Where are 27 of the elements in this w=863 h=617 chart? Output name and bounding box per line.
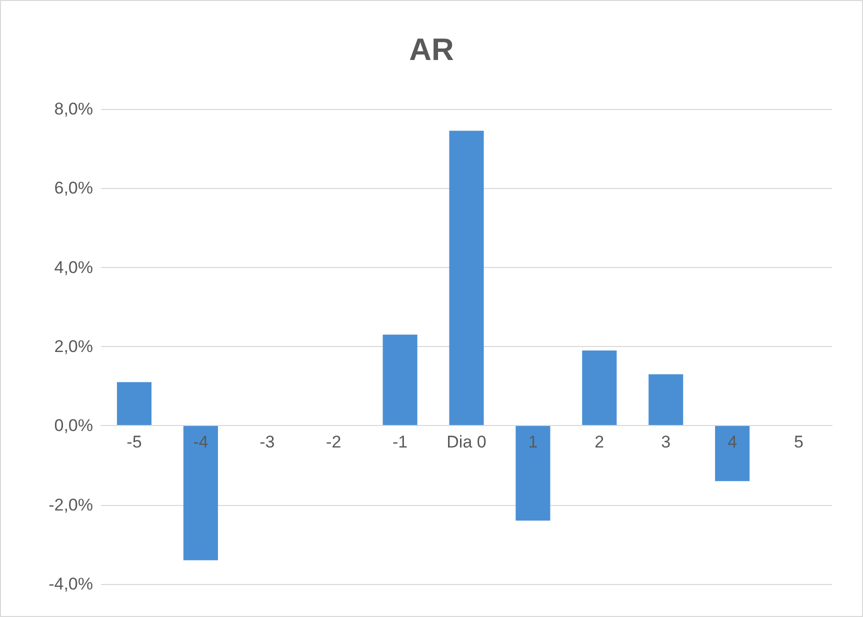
bar <box>382 334 418 426</box>
x-tick-label: -4 <box>193 432 208 452</box>
y-tick-label: 6,0% <box>54 178 93 198</box>
y-tick-label: 4,0% <box>54 258 93 277</box>
x-tick-label: -3 <box>260 432 275 452</box>
x-tick-label: 3 <box>661 432 671 452</box>
bar <box>449 130 484 426</box>
y-tick-label: -2,0% <box>48 495 93 514</box>
x-tick-label: Dia 0 <box>446 432 486 452</box>
x-tick-label: 1 <box>528 432 538 452</box>
y-tick-label: -4,0% <box>48 574 93 594</box>
y-tick-label: 2,0% <box>54 337 93 356</box>
x-tick-label: 5 <box>794 432 804 452</box>
bar <box>116 382 152 426</box>
bar <box>715 426 750 482</box>
x-tick-label: -1 <box>392 432 408 452</box>
y-tick-label: 0,0% <box>54 416 93 436</box>
bar <box>516 426 550 521</box>
x-tick-label: 4 <box>728 432 738 452</box>
bar <box>582 350 617 426</box>
x-tick-label: -2 <box>326 432 342 452</box>
chart-title: AR <box>409 32 454 67</box>
x-tick-label: -5 <box>126 432 142 452</box>
bar <box>183 426 218 560</box>
y-tick-label: 8,0% <box>54 100 93 118</box>
bar <box>648 374 684 426</box>
x-tick-label: 2 <box>594 432 604 452</box>
